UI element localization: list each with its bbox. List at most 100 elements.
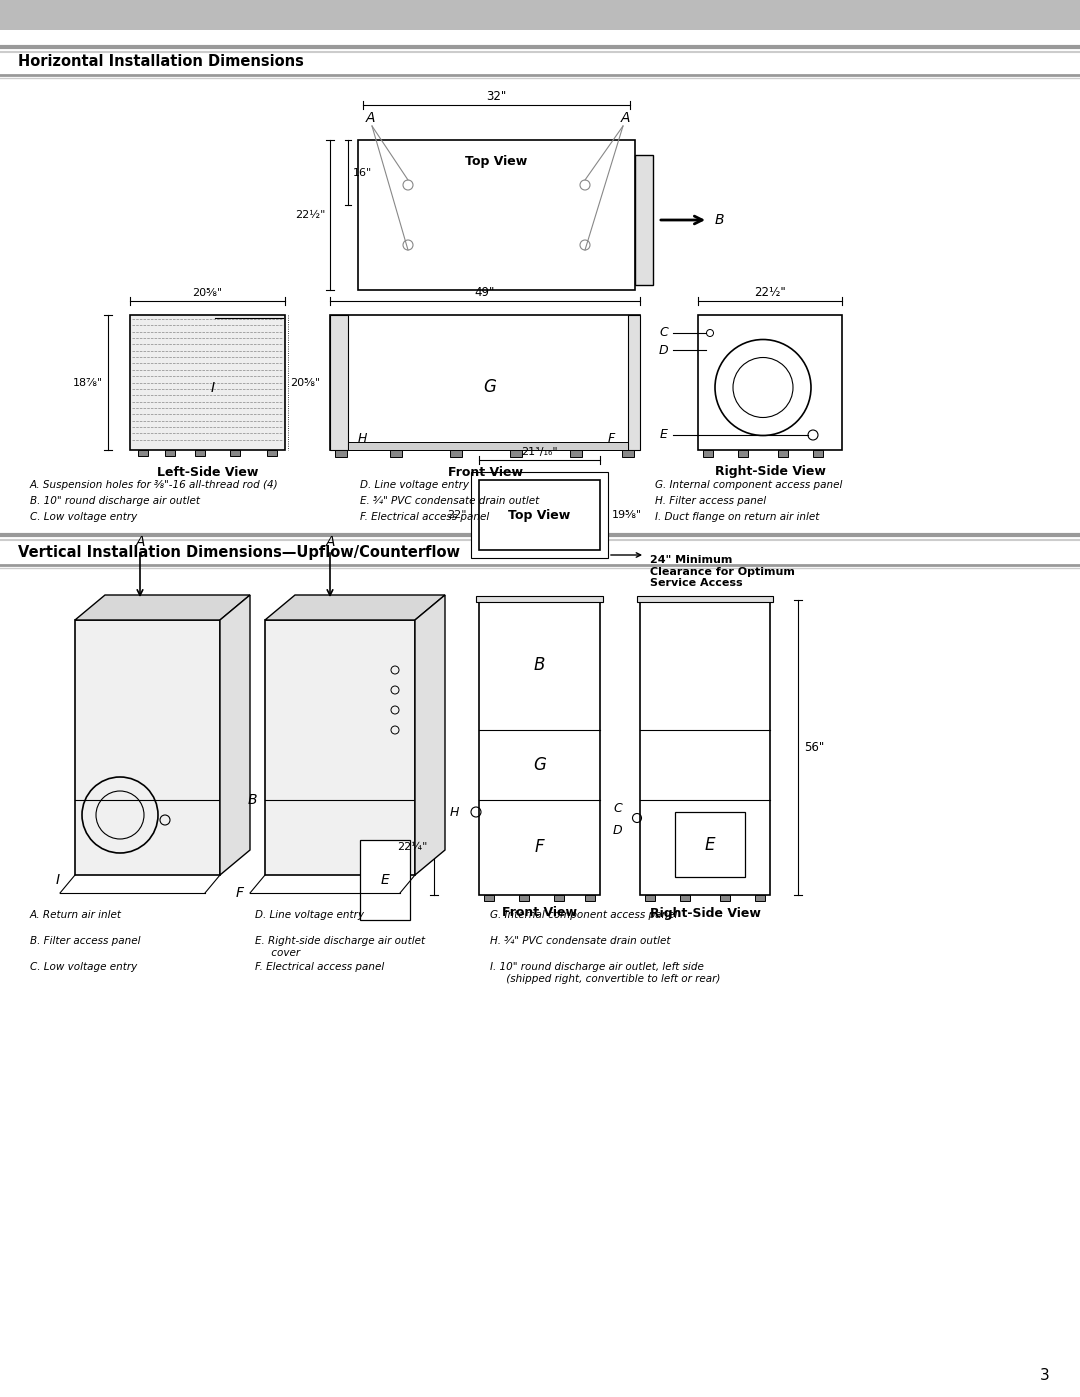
Text: H: H [449,806,459,819]
Text: A. Return air inlet: A. Return air inlet [30,909,122,921]
Text: Vertical Installation Dimensions—Upflow/Counterflow: Vertical Installation Dimensions—Upflow/… [18,545,460,560]
Bar [585,895,595,901]
Text: F: F [535,838,544,856]
Text: 16": 16" [353,168,373,177]
Bar [627,314,640,450]
Text: F. Electrical access panel: F. Electrical access panel [255,963,384,972]
Text: 32": 32" [486,91,507,103]
Bar [813,450,823,457]
Bar [554,895,564,901]
Bar [778,450,788,457]
Text: G: G [534,756,545,774]
Bar [165,450,175,455]
Text: A: A [620,110,630,124]
Text: C. Low voltage entry: C. Low voltage entry [30,963,137,972]
Bar [755,895,765,901]
Bar [330,314,348,450]
Text: E. ¾" PVC condensate drain outlet: E. ¾" PVC condensate drain outlet [360,496,539,506]
Text: A: A [135,535,145,549]
Bar [230,450,240,455]
Bar [738,450,748,457]
Text: 19⅝": 19⅝" [612,510,643,520]
Text: H: H [357,432,367,446]
Bar [360,840,410,921]
Text: A. Suspension holes for ⅜"-16 all-thread rod (4): A. Suspension holes for ⅜"-16 all-thread… [30,481,279,490]
Bar [720,895,730,901]
Text: B: B [247,793,257,807]
Text: D. Line voltage entry: D. Line voltage entry [360,481,469,490]
Text: B. 10" round discharge air outlet: B. 10" round discharge air outlet [30,496,200,506]
Bar [675,812,745,877]
Bar [703,450,713,457]
Text: E: E [380,873,390,887]
Polygon shape [265,595,445,620]
Text: Horizontal Installation Dimensions: Horizontal Installation Dimensions [18,54,303,70]
Text: 22¼": 22¼" [397,842,428,852]
Text: 3: 3 [1040,1368,1050,1383]
Text: C. Low voltage entry: C. Low voltage entry [30,511,137,522]
Bar [348,441,627,450]
Text: E: E [705,835,715,854]
Text: 20⅝": 20⅝" [291,377,320,387]
Bar [195,450,205,455]
Text: B. Filter access panel: B. Filter access panel [30,936,140,946]
Text: Right-Side View: Right-Side View [649,907,760,919]
Bar [130,314,285,450]
Text: 56": 56" [804,740,824,754]
Bar [390,450,402,457]
Text: D. Line voltage entry: D. Line voltage entry [255,909,364,921]
Bar [698,314,842,450]
Text: 21³/₁₆": 21³/₁₆" [522,447,557,457]
Text: 20⅝": 20⅝" [192,288,222,298]
Bar [570,450,582,457]
Text: B: B [715,212,725,226]
Bar [476,597,603,602]
Text: 22½": 22½" [754,286,786,299]
Bar [637,597,773,602]
Text: I: I [56,873,60,887]
Text: F: F [608,432,615,446]
Text: G. Internal component access panel: G. Internal component access panel [490,909,677,921]
Text: C: C [659,327,669,339]
Text: 24" Minimum
Clearance for Optimum
Service Access: 24" Minimum Clearance for Optimum Servic… [650,555,795,588]
Polygon shape [220,595,249,875]
Bar [519,895,529,901]
Text: G. Internal component access panel: G. Internal component access panel [654,481,842,490]
Text: A: A [365,110,375,124]
Text: F. Electrical access panel: F. Electrical access panel [360,511,489,522]
Text: H. ¾" PVC condensate drain outlet: H. ¾" PVC condensate drain outlet [490,936,671,946]
Polygon shape [415,595,445,875]
Bar [357,140,635,291]
Text: D: D [659,344,669,356]
Text: B: B [534,657,545,673]
Bar [471,472,608,557]
Bar [330,314,640,450]
Text: Top View: Top View [509,509,570,521]
Text: Top View: Top View [465,155,528,169]
Bar [480,481,600,550]
Text: I. 10" round discharge air outlet, left side
     (shipped right, convertible to: I. 10" round discharge air outlet, left … [490,963,720,983]
Text: Front View: Front View [502,907,577,919]
Bar [450,450,462,457]
Text: Right-Side View: Right-Side View [715,465,825,479]
Text: Front View: Front View [447,465,523,479]
Bar [265,620,415,875]
Text: I: I [211,380,215,394]
Bar [480,599,600,895]
Text: E. Right-side discharge air outlet
     cover: E. Right-side discharge air outlet cover [255,936,426,957]
Text: C: C [613,802,622,814]
Bar [635,155,653,285]
Bar [75,620,220,875]
Bar [510,450,522,457]
Text: G: G [484,379,497,397]
Bar [484,895,494,901]
Text: E: E [660,429,669,441]
Bar [267,450,276,455]
Text: I. Duct flange on return air inlet: I. Duct flange on return air inlet [654,511,820,522]
Bar [335,450,347,457]
Text: 22½": 22½" [295,210,325,219]
Text: Left-Side View: Left-Side View [157,465,258,479]
Text: H. Filter access panel: H. Filter access panel [654,496,766,506]
Bar [138,450,148,455]
Text: A: A [325,535,335,549]
